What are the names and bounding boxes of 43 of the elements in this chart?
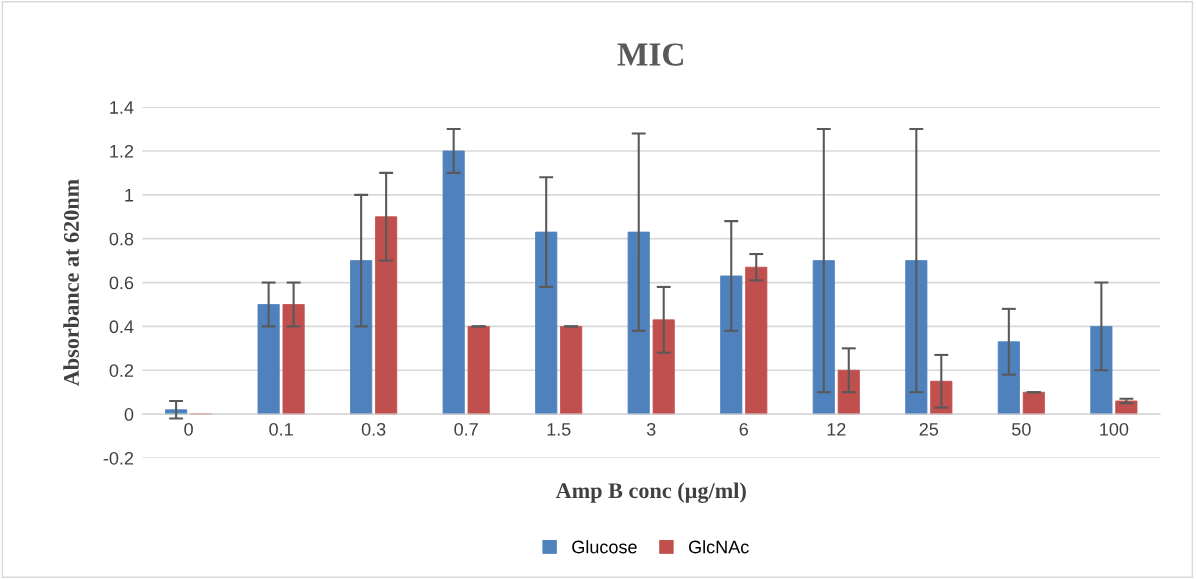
- x-tick-label: 12: [827, 422, 846, 436]
- bar: [720, 275, 743, 415]
- y-tick-label: 1.2: [110, 144, 134, 158]
- y-tick-label: 0.4: [109, 320, 134, 334]
- x-tick-label: 1.5: [547, 423, 571, 436]
- bar: [812, 260, 835, 415]
- x-tick-label: 3: [646, 422, 656, 436]
- bar: [282, 304, 305, 415]
- y-tick-label: 0: [124, 408, 134, 421]
- y-tick-label: -0.2: [103, 451, 134, 465]
- bar: [905, 260, 928, 415]
- x-tick-label: 0: [184, 422, 193, 436]
- x-tick-label: 0.3: [361, 422, 386, 436]
- x-tick-label: 50: [1012, 422, 1031, 436]
- bar: [1090, 325, 1113, 415]
- y-tick-label: 1.4: [110, 101, 134, 114]
- bar: [627, 231, 650, 415]
- x-axis-title: Amp B conc (µg/ml): [555, 482, 746, 503]
- bar: [442, 150, 465, 415]
- x-tick-label: 0.7: [454, 422, 478, 436]
- legend-label: Glucose: [572, 540, 637, 554]
- bar: [652, 319, 675, 415]
- x-tick-label: 100: [1100, 422, 1129, 436]
- legend-label: GlcNAc: [688, 540, 749, 554]
- y-tick-label: 0.6: [109, 276, 134, 290]
- bar: [375, 216, 398, 415]
- chart-title: MIC: [617, 43, 683, 66]
- bar: [745, 266, 768, 415]
- bar: [837, 369, 860, 415]
- bar: [1022, 391, 1045, 415]
- x-tick-label: 25: [919, 422, 939, 436]
- y-tick-label: 1: [125, 188, 134, 202]
- bar: [560, 325, 583, 415]
- y-tick-label: 0.2: [109, 364, 134, 377]
- x-tick-label: 0.1: [269, 422, 293, 436]
- bar: [257, 304, 280, 415]
- y-axis-title: Absorbance at 620nm: [63, 179, 79, 387]
- bar: [350, 260, 373, 415]
- y-tick-label: 0.8: [109, 232, 134, 246]
- bar: [467, 325, 490, 415]
- bar: [535, 231, 558, 415]
- x-tick-label: 6: [739, 422, 748, 436]
- bar: [997, 341, 1020, 415]
